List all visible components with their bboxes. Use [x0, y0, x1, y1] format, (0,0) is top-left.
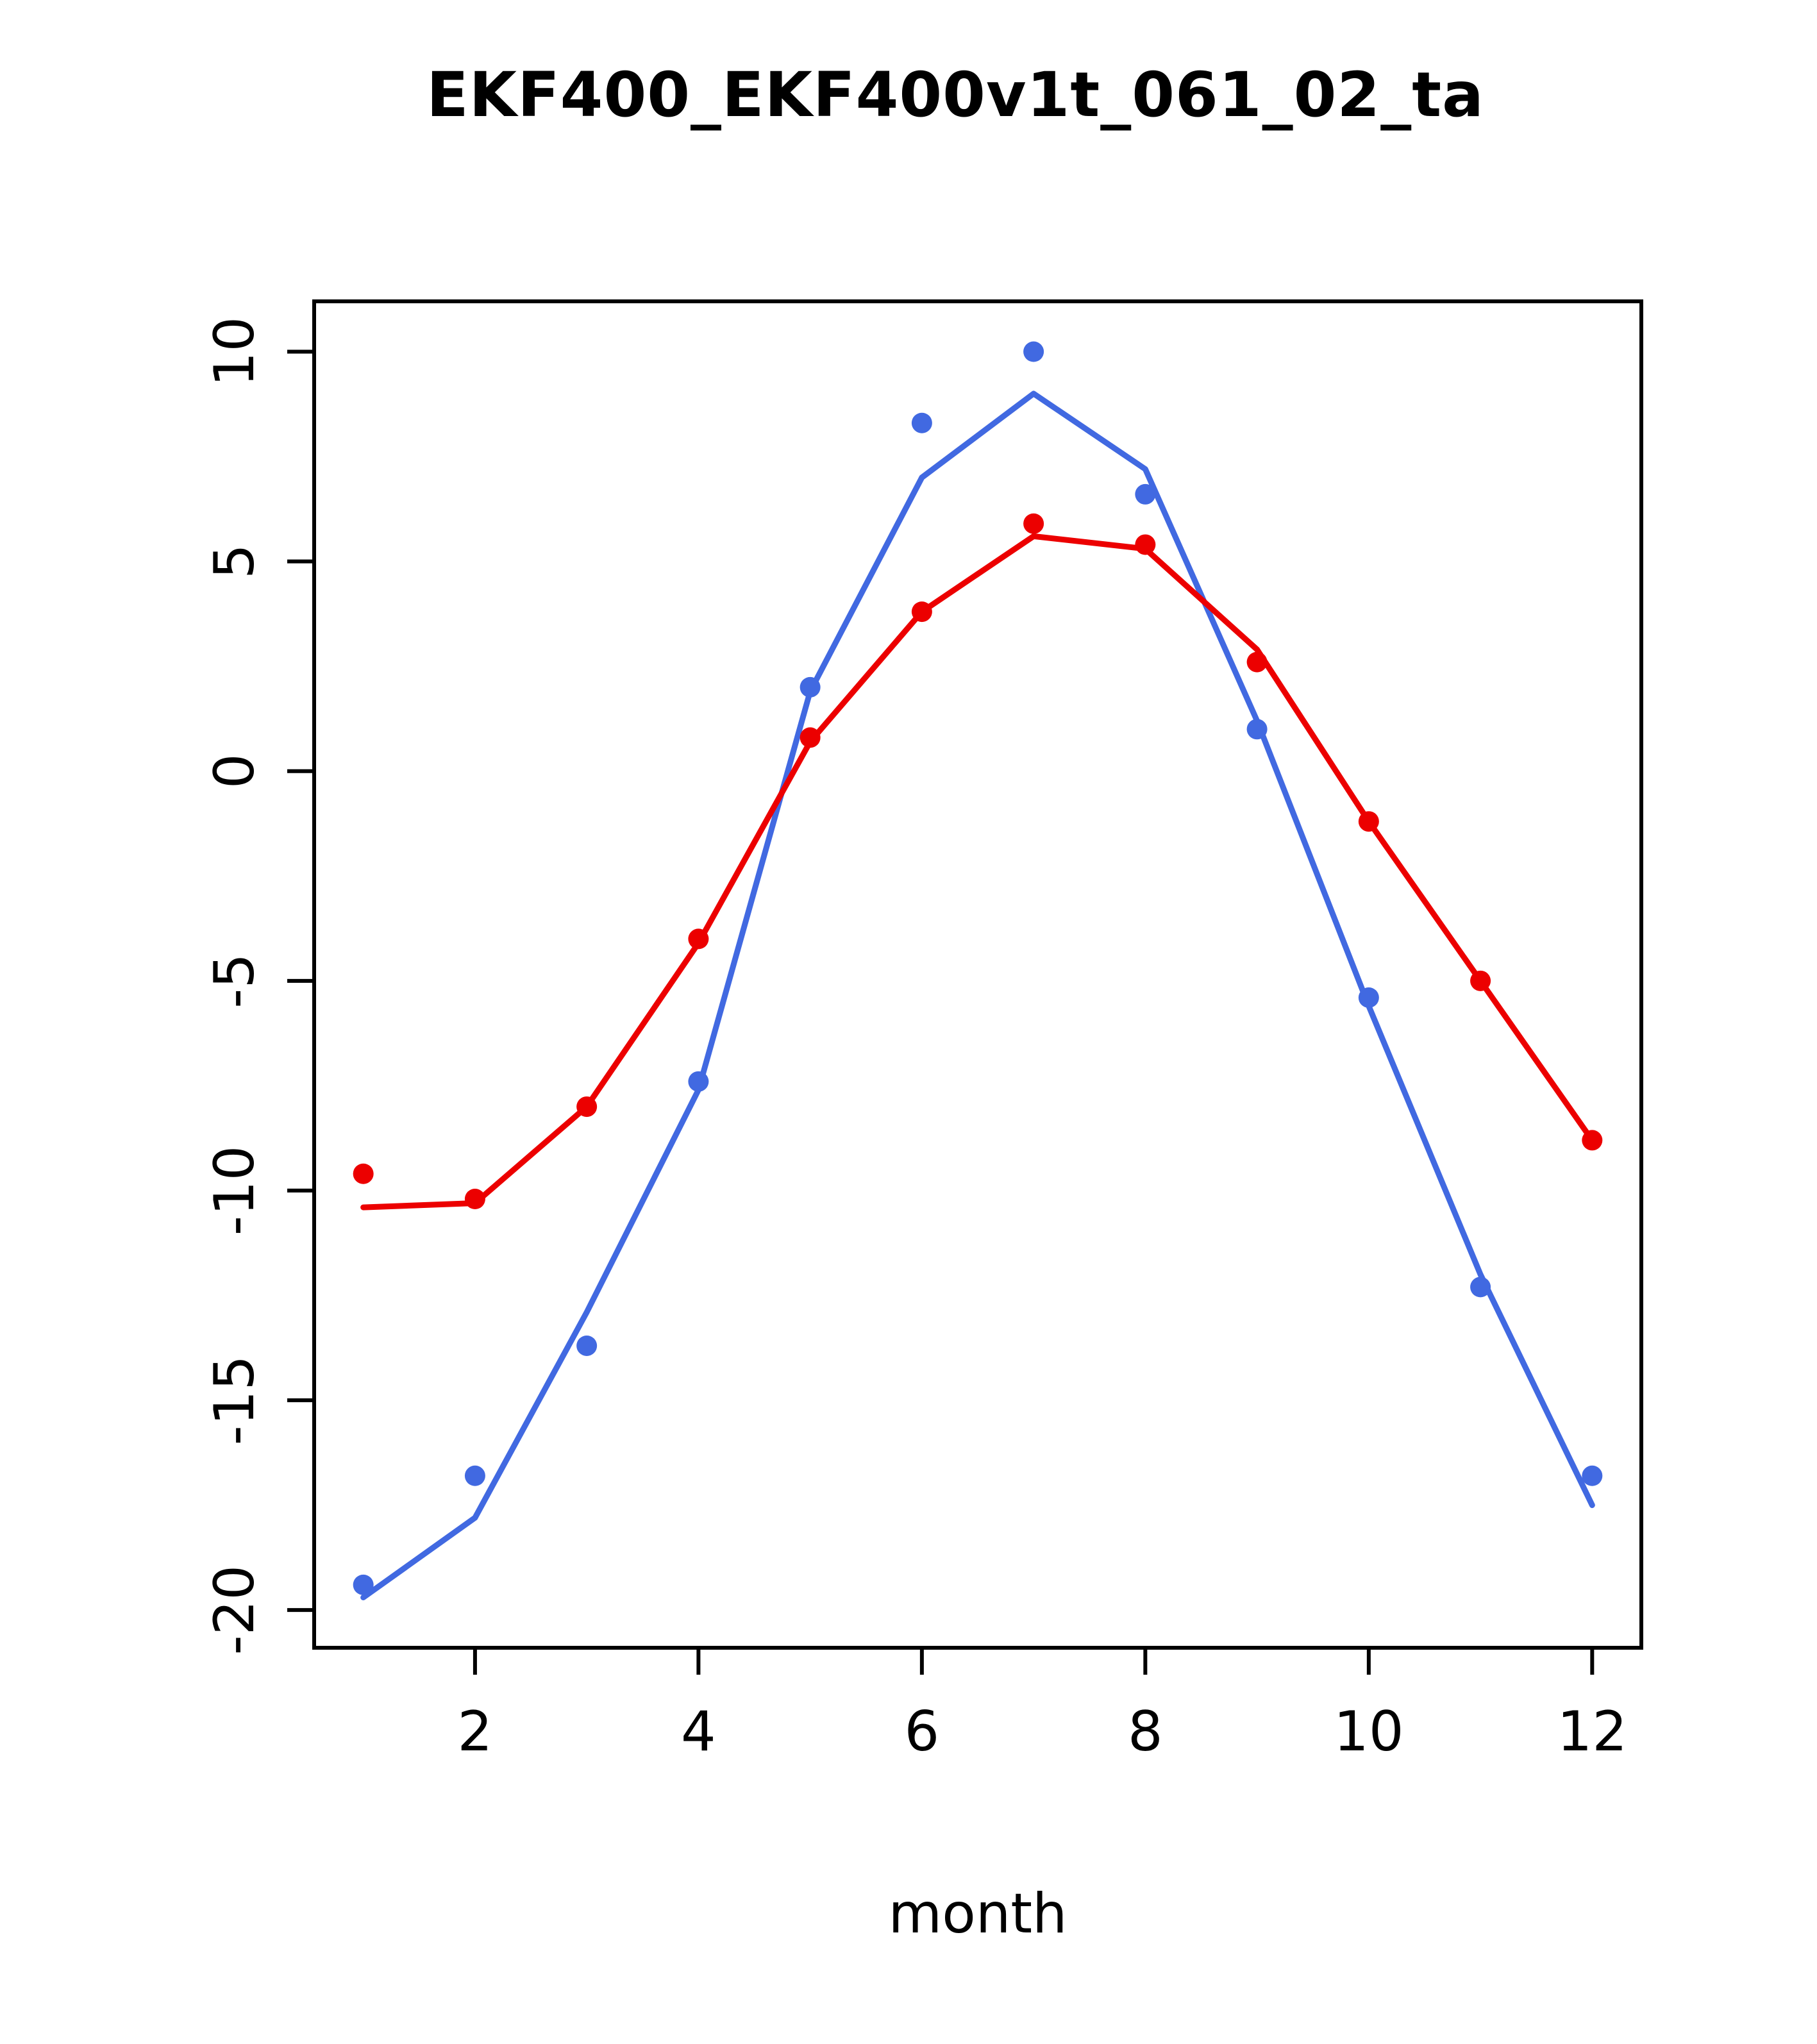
blue-points-marker [1582, 1465, 1603, 1486]
blue-points-marker [353, 1574, 374, 1595]
x-tick-label: 12 [1557, 1700, 1627, 1764]
blue-points-marker [800, 676, 821, 698]
blue-points-marker [688, 1071, 709, 1092]
y-tick-label: -5 [203, 953, 267, 1009]
red-points-marker [464, 1189, 485, 1209]
red-line [360, 533, 1595, 1210]
blue-points-marker [1135, 483, 1156, 505]
chart-title: EKF400_EKF400v1t_061_02_ta [426, 59, 1484, 131]
x-tick-label: 2 [458, 1700, 493, 1764]
red-points-marker [1246, 651, 1268, 673]
x-tick-label: 6 [905, 1700, 940, 1764]
y-tick-label: 5 [203, 544, 267, 579]
red-points-marker [1023, 513, 1044, 534]
plot-box [312, 299, 1643, 1650]
red-points-marker [688, 928, 709, 950]
red-points-marker [353, 1163, 374, 1184]
blue-points-marker [1358, 987, 1379, 1008]
red-points-marker [800, 727, 821, 748]
y-tick-label: 10 [203, 317, 267, 387]
y-tick-label: 0 [203, 753, 267, 789]
blue-points-marker [1246, 719, 1268, 740]
x-tick-label: 4 [681, 1700, 716, 1764]
blue-points-marker [1023, 341, 1044, 362]
red-points-marker [911, 601, 932, 623]
blue-points-marker [576, 1335, 598, 1356]
red-points-marker [1582, 1130, 1603, 1151]
red-points-marker [1358, 811, 1379, 832]
y-tick-label: -10 [203, 1146, 267, 1236]
blue-points-marker [464, 1465, 485, 1486]
x-tick-label: 8 [1128, 1700, 1163, 1764]
red-points-marker [576, 1096, 598, 1118]
red-points-marker [1135, 534, 1156, 555]
blue-points-marker [911, 412, 932, 433]
x-axis-label: month [888, 1882, 1068, 1946]
red-points-marker [1470, 970, 1491, 991]
x-tick-label: 10 [1334, 1700, 1403, 1764]
blue-line [360, 390, 1595, 1600]
blue-points-marker [1470, 1277, 1491, 1298]
y-tick-label: -15 [203, 1355, 267, 1445]
y-tick-label: -20 [203, 1565, 267, 1655]
